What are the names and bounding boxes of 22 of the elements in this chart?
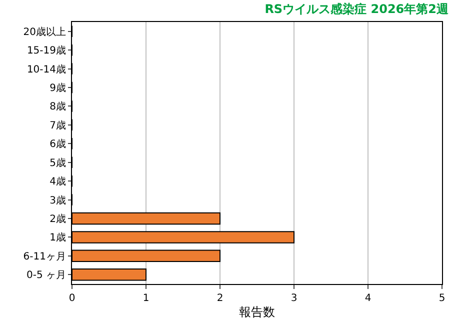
y-tick-label: 20歳以上: [23, 26, 66, 38]
y-tick-label: 5歳: [50, 156, 66, 169]
y-tick-label: 10-14歳: [26, 63, 66, 76]
x-tick-label: 4: [364, 293, 372, 304]
x-tick-label: 2: [216, 293, 224, 304]
x-tick-label: 0: [68, 293, 76, 304]
x-tick-label: 1: [142, 293, 150, 304]
y-tick-label: 9歳: [50, 82, 66, 94]
x-tick-label: 5: [438, 293, 446, 304]
y-tick-label: 6-11ヶ月: [23, 251, 66, 262]
y-tick-label: 7歳: [50, 119, 66, 132]
y-tick-label: 2歳: [50, 213, 66, 225]
x-axis-title: 報告数: [239, 304, 275, 319]
chart-title: RSウイルス感染症 2026年第2週: [264, 2, 450, 16]
y-tick-label: 15-19歳: [26, 44, 66, 57]
y-tick-label: 3歳: [50, 194, 66, 206]
y-tick-label: 6歳: [50, 138, 66, 150]
y-tick-label: 1歳: [50, 232, 66, 244]
y-tick-label: 4歳: [50, 176, 66, 188]
y-tick-label: 8歳: [50, 100, 66, 113]
x-tick-label: 3: [290, 293, 298, 304]
y-tick-label: 0-5 ヶ月: [26, 270, 66, 282]
